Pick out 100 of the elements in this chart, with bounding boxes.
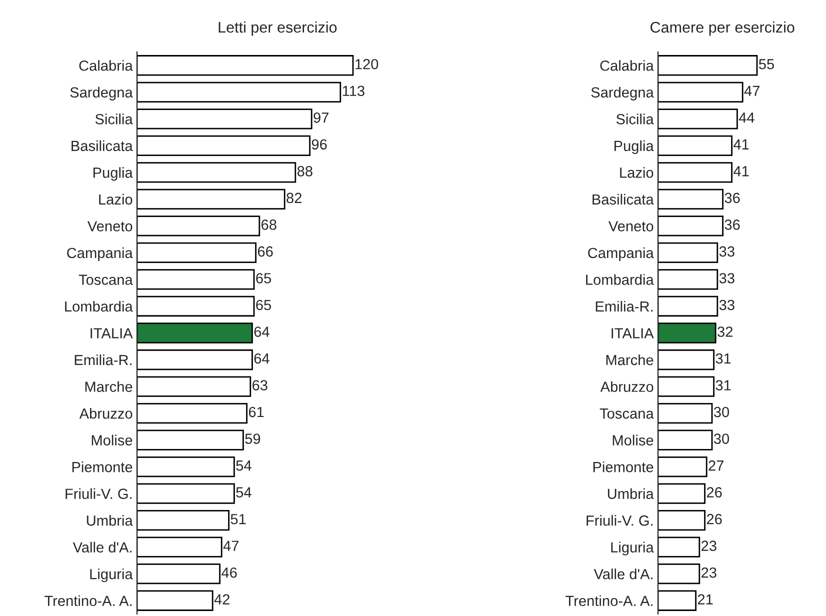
y-tick-label: Emilia-R. xyxy=(74,354,132,366)
data-label: 68 xyxy=(262,220,276,230)
y-tick-label: Basilicata xyxy=(72,140,133,152)
data-label: 55 xyxy=(758,59,774,70)
y-tick-label: Trentino-A. A. xyxy=(44,595,132,606)
data-label: 113 xyxy=(342,86,364,96)
y-tick-label: Puglia xyxy=(614,140,654,154)
bar xyxy=(137,135,310,156)
bar xyxy=(658,82,744,102)
data-label: 41 xyxy=(734,139,749,150)
data-label: 64 xyxy=(254,353,270,364)
bar xyxy=(658,590,696,611)
y-tick-label: Puglia xyxy=(93,167,133,181)
y-tick-label: Marche xyxy=(85,381,132,392)
y-tick-label: Piemonte xyxy=(72,462,132,472)
bar xyxy=(137,564,220,584)
bar xyxy=(137,269,255,290)
bar xyxy=(658,536,700,558)
bar xyxy=(137,456,235,478)
y-tick-label: Sardegna xyxy=(70,86,133,100)
data-label: 65 xyxy=(256,273,271,284)
y-tick-label: Umbria xyxy=(608,488,654,499)
data-label: 54 xyxy=(236,460,252,471)
y-tick-label: Molise xyxy=(92,434,132,446)
data-label: 82 xyxy=(286,192,302,204)
data-label: 42 xyxy=(214,594,230,604)
data-label: 46 xyxy=(222,567,237,578)
bar xyxy=(137,402,248,424)
bar xyxy=(658,162,732,183)
data-label: 30 xyxy=(714,406,730,418)
y-tick-label: Calabria xyxy=(600,60,654,71)
bar xyxy=(658,456,708,478)
bar xyxy=(658,242,718,264)
data-label: 66 xyxy=(258,246,273,257)
y-tick-label: Emilia-R. xyxy=(596,300,653,312)
data-label: 27 xyxy=(708,460,724,471)
y-tick-label: Sicilia xyxy=(95,114,133,124)
bar xyxy=(137,322,253,344)
y-tick-label: Sicilia xyxy=(616,114,654,124)
y-tick-label: Valle d'A. xyxy=(594,568,653,580)
data-label: 61 xyxy=(248,406,264,418)
data-label: 96 xyxy=(312,139,327,150)
y-tick-label: Friuli-V. G. xyxy=(586,515,653,526)
data-label: 23 xyxy=(702,540,716,552)
y-tick-label: Umbria xyxy=(86,515,133,526)
bar xyxy=(137,242,256,264)
bar xyxy=(658,376,714,397)
bar xyxy=(658,402,713,424)
data-label: 21 xyxy=(698,594,713,604)
y-tick-label: Lombardia xyxy=(65,300,133,312)
data-label: 65 xyxy=(256,300,271,310)
chart-title: Letti per esercizio xyxy=(218,21,337,36)
y-tick-label: Friuli-V. G. xyxy=(66,488,132,499)
data-label: 31 xyxy=(716,353,731,364)
data-label: 33 xyxy=(719,246,734,257)
y-tick-label: Liguria xyxy=(611,542,654,556)
y-tick-label: Abruzzo xyxy=(79,408,132,419)
bar xyxy=(137,510,230,531)
bar xyxy=(658,216,724,236)
bar xyxy=(137,216,260,236)
bar xyxy=(658,349,714,370)
bar xyxy=(137,536,222,558)
bar xyxy=(658,135,732,156)
y-tick-label: Marche xyxy=(606,354,654,366)
y-tick-label: Calabria xyxy=(79,60,133,71)
y-tick-label: Campania xyxy=(67,247,133,262)
data-label: 63 xyxy=(252,380,268,390)
bar xyxy=(137,483,235,504)
data-label: 26 xyxy=(706,514,722,524)
bar xyxy=(658,564,700,584)
y-tick-label: Trentino-A. A. xyxy=(566,595,653,606)
data-label: 59 xyxy=(245,434,260,444)
bar xyxy=(137,296,255,317)
bar xyxy=(658,483,706,504)
data-label: 23 xyxy=(702,567,716,578)
y-tick-label: Campania xyxy=(588,247,654,262)
y-tick-label: ITALIA xyxy=(612,328,654,338)
chart-title: Camere per esercizio xyxy=(650,21,794,36)
bar xyxy=(137,108,312,130)
bar xyxy=(137,82,342,102)
bar xyxy=(658,322,716,344)
y-tick-label: ITALIA xyxy=(90,328,133,338)
bar xyxy=(137,376,252,397)
bar xyxy=(137,590,214,611)
bar xyxy=(658,188,724,210)
y-tick-label: Molise xyxy=(612,434,654,446)
y-tick-label: Lombardia xyxy=(586,274,654,285)
data-label: 36 xyxy=(724,192,740,204)
data-label: 97 xyxy=(314,112,328,123)
data-label: 32 xyxy=(718,326,732,337)
bar xyxy=(137,349,253,370)
data-label: 26 xyxy=(706,487,722,498)
y-tick-label: Liguria xyxy=(90,568,133,582)
data-label: 47 xyxy=(744,86,760,96)
bar xyxy=(137,162,296,183)
y-tick-label: Toscana xyxy=(600,408,654,419)
data-label: 33 xyxy=(719,300,734,310)
bar xyxy=(137,55,354,76)
data-label: 88 xyxy=(297,166,312,176)
y-tick-label: Basilicata xyxy=(592,194,654,205)
